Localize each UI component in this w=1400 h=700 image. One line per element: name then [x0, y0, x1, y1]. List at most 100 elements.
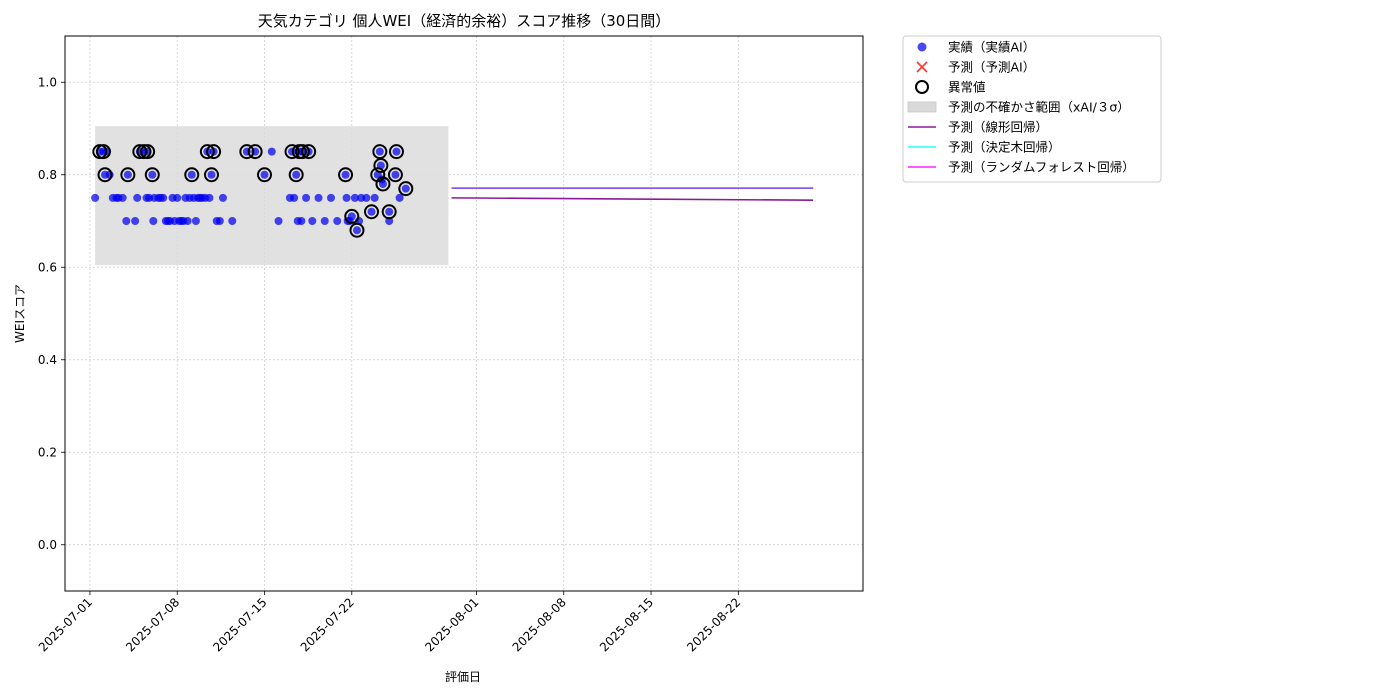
outlier-marker	[199, 144, 215, 160]
outlier-marker	[373, 158, 389, 173]
legend-actual-dot	[917, 42, 927, 52]
outlier-marker	[140, 144, 156, 160]
grid-layer	[65, 36, 863, 591]
x-tick-label: 2025-07-15	[210, 595, 269, 654]
actual-point	[207, 170, 216, 179]
chart-title: 天気カテゴリ 個人WEI（経済的余裕）スコア推移（30日間）	[258, 12, 671, 30]
actual-point	[133, 193, 142, 202]
outlier-marker	[257, 167, 272, 183]
actual-point	[308, 217, 317, 225]
actual-point	[370, 193, 379, 202]
outlier-marker	[144, 167, 160, 183]
outlier-marker	[132, 144, 148, 160]
actual-point	[297, 217, 306, 225]
actual-point	[391, 170, 400, 179]
x-tick-label: 2025-07-01	[36, 595, 95, 654]
outlier-marker	[375, 176, 391, 192]
x-tick-label: 2025-07-22	[298, 595, 357, 654]
legend-label: 予測（決定木回帰）	[948, 140, 1061, 155]
y-tick-label: 0.8	[38, 168, 57, 182]
actual-point	[187, 170, 196, 179]
outlier-marker	[364, 204, 380, 220]
y-tick-label: 1.0	[38, 75, 57, 89]
forecast-line-0	[451, 197, 814, 201]
actual-point	[378, 180, 387, 188]
actual-point	[352, 226, 361, 235]
outlier-marker	[247, 144, 263, 160]
actual-point	[302, 193, 311, 202]
legend-label: 実績（実績AI）	[948, 40, 1035, 55]
x-axis-label: 評価日	[445, 669, 481, 684]
actual-point	[118, 193, 127, 202]
actual-point	[183, 217, 192, 225]
outlier-marker	[388, 144, 404, 160]
x-tick-label: 2025-08-08	[510, 595, 569, 654]
outlier-marker	[120, 167, 136, 183]
actual-point	[392, 147, 401, 156]
legend-label: 予測（ランダムフォレスト回帰）	[948, 160, 1135, 175]
actual-point	[131, 217, 140, 225]
x-tick-label: 2025-07-08	[123, 595, 182, 654]
plot-frame	[64, 35, 864, 592]
legend-forecast-x	[916, 61, 928, 73]
x-tick-label: 2025-08-15	[597, 595, 656, 654]
actual-point	[260, 170, 269, 179]
actual-point	[367, 207, 376, 216]
outlier-marker	[381, 204, 397, 220]
actual-point	[123, 170, 132, 179]
actual-point	[395, 193, 404, 202]
actual-point	[122, 217, 131, 225]
actual-point	[218, 193, 227, 202]
outlier-marker	[97, 167, 113, 183]
actual-point	[149, 217, 158, 225]
actual-point	[347, 212, 356, 221]
actual-point	[385, 207, 394, 216]
actual-point	[327, 193, 335, 202]
actual-point	[342, 193, 351, 202]
actual-point	[148, 170, 157, 179]
y-tick-label: 0.6	[38, 260, 57, 274]
legend-box	[902, 35, 1162, 183]
actual-point	[314, 193, 323, 202]
outlier-marker	[344, 208, 360, 224]
actual-point	[401, 184, 410, 193]
actual-point	[274, 217, 283, 225]
outlier-marker	[338, 167, 354, 183]
outlier-marker	[239, 144, 255, 160]
outlier-layer	[92, 144, 414, 238]
outlier-marker	[387, 167, 403, 183]
outlier-marker	[301, 144, 317, 160]
outlier-marker	[294, 144, 310, 160]
outlier-marker	[349, 222, 365, 238]
legend-forecast-x-stroke	[916, 61, 928, 73]
y-tick-label: 0.0	[38, 538, 57, 552]
actual-point	[91, 193, 100, 202]
actual-point	[159, 193, 168, 202]
actual-point	[341, 170, 350, 179]
actual-point	[333, 217, 342, 225]
actual-point	[350, 193, 359, 202]
outlier-marker	[204, 167, 220, 183]
y-axis-label: WEIスコア	[13, 284, 27, 343]
outlier-marker	[206, 144, 222, 160]
legend-outlier-ring	[915, 80, 929, 94]
outlier-marker	[284, 144, 300, 160]
actual-point	[215, 217, 224, 225]
forecast-line-layer	[451, 187, 814, 201]
outlier-marker	[184, 167, 200, 183]
legend-label: 予測（予測AI）	[948, 60, 1035, 75]
actual-point	[205, 193, 214, 202]
y-tick-label: 0.2	[38, 445, 57, 459]
legend-label: 異常値	[948, 80, 986, 95]
actual-point	[292, 170, 301, 179]
actual-point	[290, 193, 299, 202]
actual-point	[362, 193, 371, 202]
legend-label: 予測の不確かさ範囲（xAI/３σ）	[948, 100, 1130, 115]
x-tick-label: 2025-08-01	[422, 595, 481, 654]
legend-label: 予測（線形回帰）	[948, 120, 1048, 135]
legend-band-swatch	[907, 101, 937, 113]
actual-point	[267, 147, 276, 156]
actual-point	[385, 217, 394, 225]
